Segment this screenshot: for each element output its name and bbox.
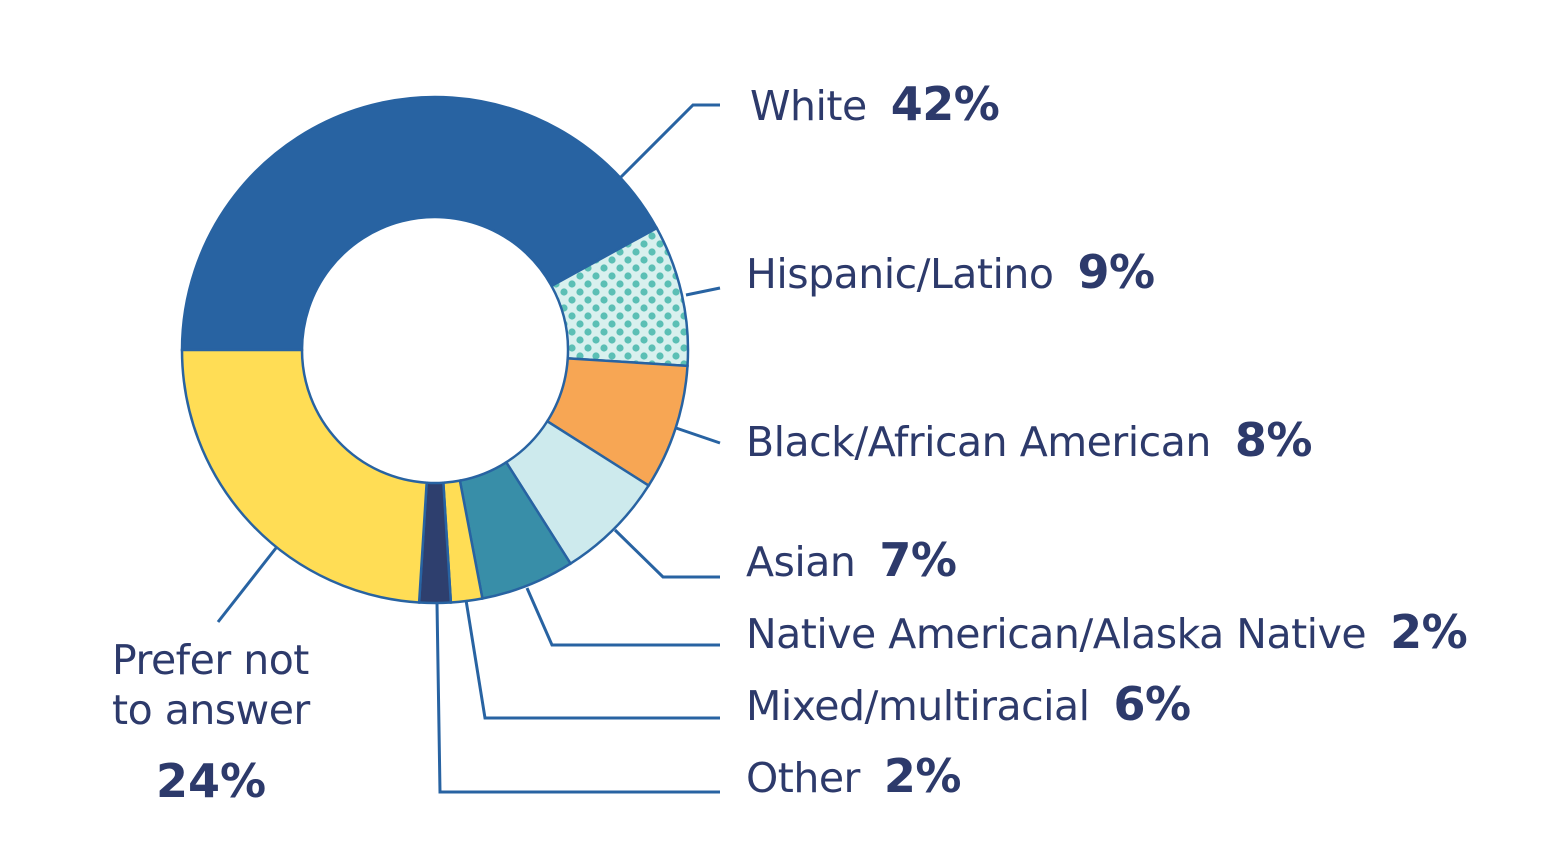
leader-line-6	[435, 602, 720, 794]
label-white: White 42%	[750, 77, 999, 131]
leader-line-2	[675, 426, 721, 445]
slice-prefer-not-to-answer	[180, 348, 428, 604]
leader-lines	[216, 103, 721, 794]
label-asian: Asian 7%	[746, 533, 957, 587]
leader-line-3	[613, 528, 720, 579]
label-native: Native American/Alaska Native 2%	[746, 605, 1467, 659]
leader-line-0	[618, 103, 720, 180]
label-prefer-pct: 24%	[156, 754, 266, 808]
label-prefer-line2: to answer	[112, 686, 310, 734]
leader-line-4	[525, 587, 720, 647]
leader-line-7	[216, 547, 278, 623]
label-black: Black/African American 8%	[746, 413, 1312, 467]
label-other: Other 2%	[746, 749, 961, 803]
label-hispanic: Hispanic/Latino 9%	[746, 245, 1155, 299]
leader-line-1	[685, 286, 721, 297]
leader-line-5	[464, 599, 720, 720]
label-mixed: Mixed/multiracial 6%	[746, 677, 1191, 731]
label-prefer-line1: Prefer not	[112, 636, 309, 684]
slice-white	[180, 95, 659, 352]
slices	[180, 95, 690, 605]
